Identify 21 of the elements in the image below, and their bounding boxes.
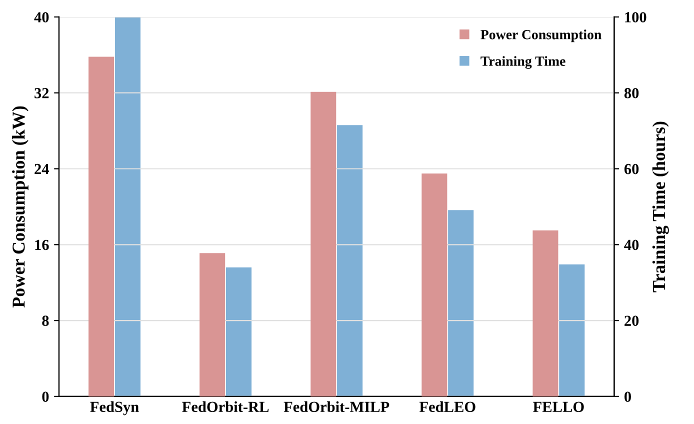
x-tick-label: FedOrbit-MILP	[284, 401, 390, 412]
y-tick-label: 32	[34, 88, 49, 98]
y2-tick-label: 100	[625, 12, 646, 22]
x-tick-label: FedOrbit-RL	[182, 401, 269, 412]
y-tick-label: 16	[35, 240, 49, 250]
y2-tick-label: 60	[624, 164, 639, 174]
y-tick-label: 40	[34, 12, 49, 22]
y-tick-label: 0	[42, 392, 49, 402]
x-tick-label: FedLEO	[419, 401, 476, 412]
y2-tick-label: 40	[624, 240, 639, 250]
y2-axis-title: Training Time (hours)	[652, 122, 669, 292]
y-axis-title: Power Consumption (kW)	[12, 106, 28, 308]
y-tick-label: 24	[34, 164, 49, 174]
x-tick-label: FELLO	[533, 402, 584, 412]
y2-tick-label: 80	[624, 88, 639, 98]
y2-tick-label: 0	[624, 392, 631, 402]
y2-tick-label: 20	[624, 316, 639, 326]
y-tick-label: 8	[42, 316, 49, 326]
legend-label: Training Time	[480, 56, 566, 69]
legend-label: Power Consumption	[480, 30, 602, 42]
x-tick-label: FedSyn	[90, 401, 139, 416]
